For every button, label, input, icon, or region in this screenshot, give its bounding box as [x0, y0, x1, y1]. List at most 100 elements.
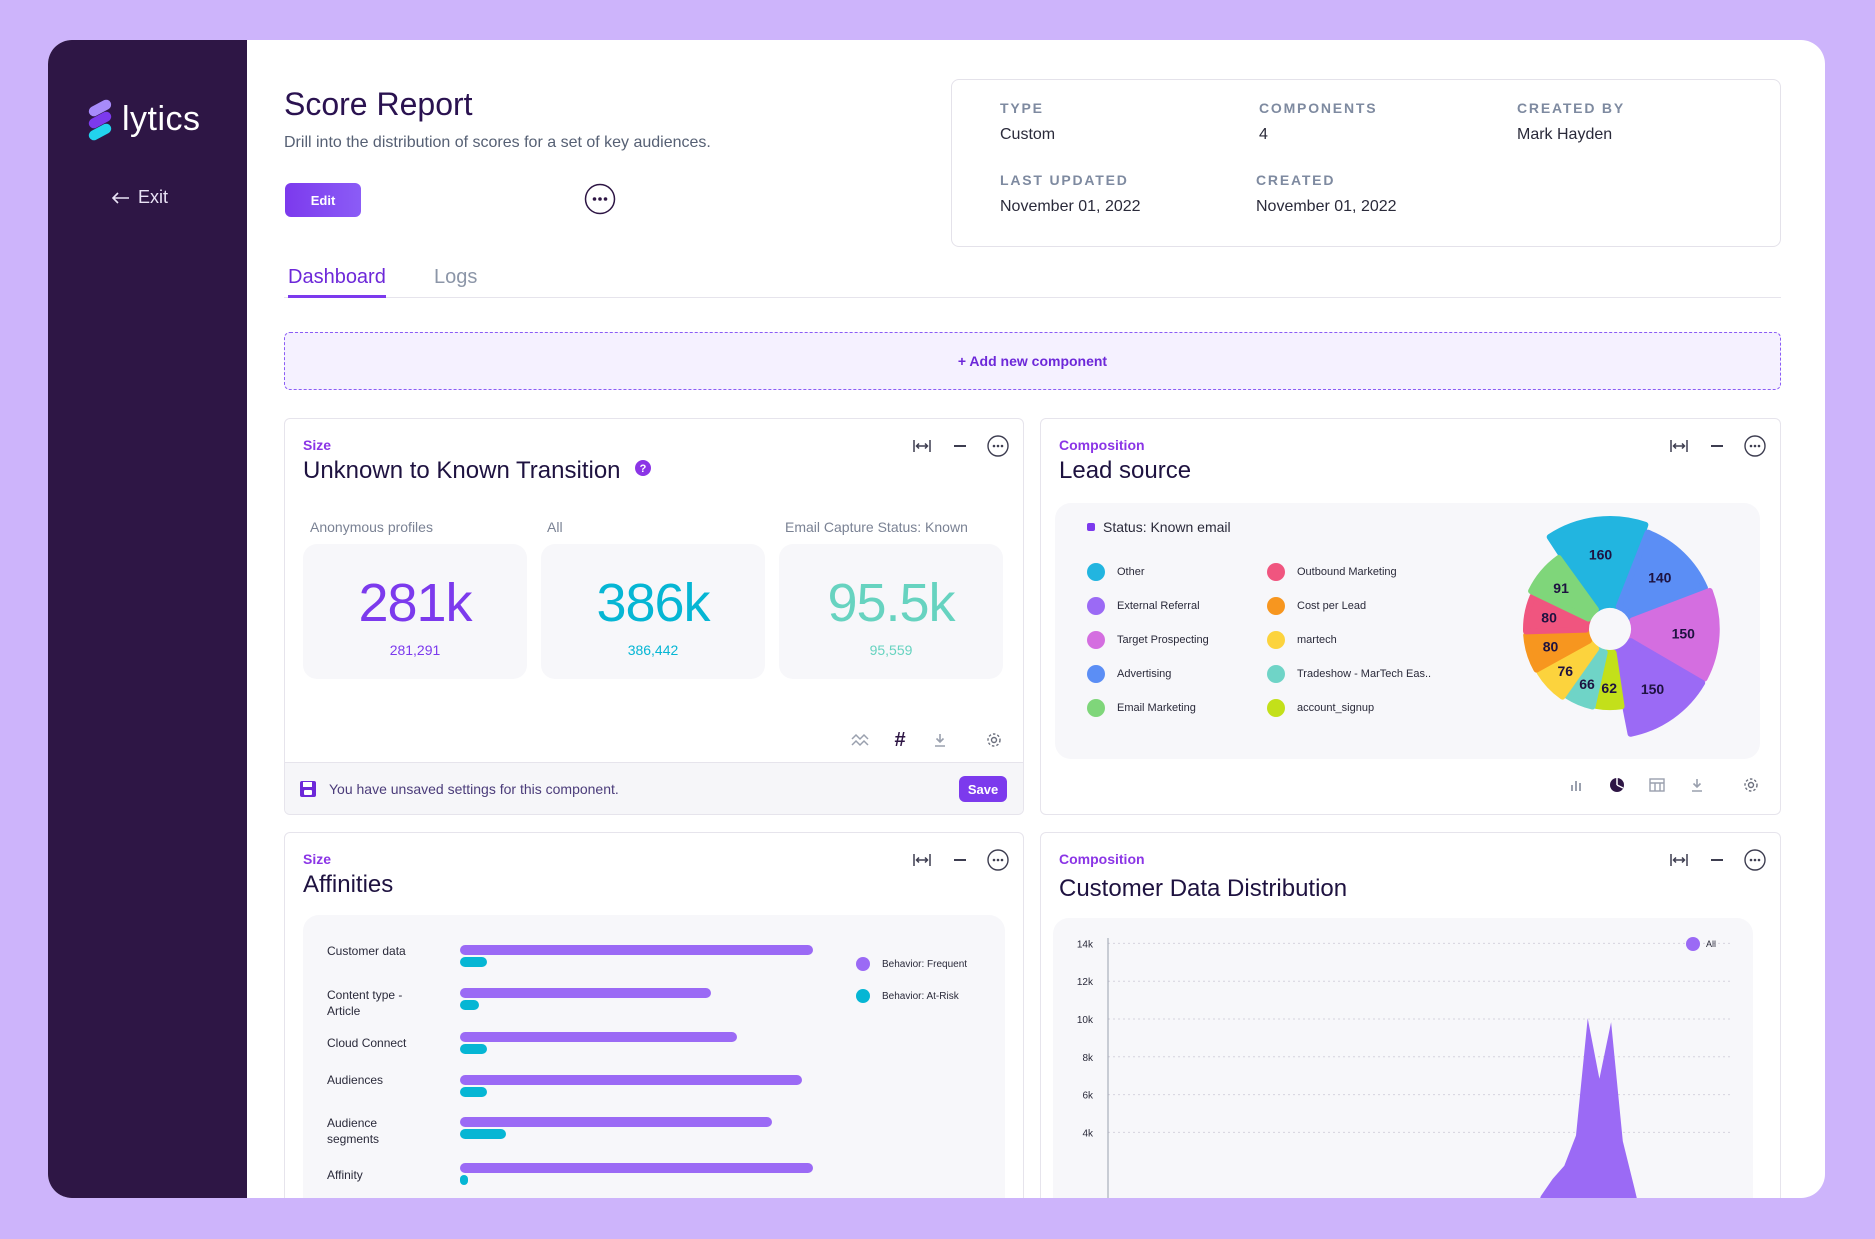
legend-item[interactable]: account_signup [1267, 699, 1374, 717]
card-more-icon[interactable] [987, 849, 1009, 871]
meta-type: TYPE Custom [1000, 100, 1055, 144]
download-icon[interactable] [1686, 774, 1708, 796]
bar-chart-icon[interactable] [1566, 774, 1588, 796]
pie-slice-label: 80 [1541, 609, 1557, 625]
number-icon[interactable]: # [894, 728, 906, 751]
affinity-bar-frequent[interactable] [460, 1032, 738, 1042]
app-frame: lytics Exit Score Report Drill into the … [48, 40, 1825, 1198]
collapse-icon[interactable] [1706, 849, 1728, 871]
affinity-bar-frequent[interactable] [460, 1163, 814, 1173]
affinity-bar-atrisk[interactable] [460, 1129, 506, 1139]
pie-slice[interactable] [1628, 587, 1720, 682]
legend-item[interactable]: Target Prospecting [1087, 631, 1209, 649]
affinity-bar-atrisk[interactable] [460, 1175, 468, 1185]
collapse-icon[interactable] [1706, 435, 1728, 457]
pie-slice[interactable] [1523, 627, 1592, 673]
collapse-icon[interactable] [949, 435, 971, 457]
pie-slice[interactable] [1536, 638, 1600, 700]
legend-dot [1267, 631, 1285, 649]
legend-label: Behavior: Frequent [882, 958, 968, 970]
pie-slice[interactable] [1615, 529, 1708, 623]
legend-item[interactable]: Advertising [1087, 665, 1171, 683]
pie-slice[interactable] [1528, 555, 1599, 622]
pie-slice[interactable] [1564, 646, 1608, 710]
tab-logs[interactable]: Logs [434, 266, 478, 288]
download-icon[interactable] [929, 729, 951, 751]
card-title: Customer Data Distribution [1059, 875, 1348, 902]
legend-item[interactable]: Outbound Marketing [1267, 563, 1397, 581]
lead-source-card: Composition Lead source Status: Known em… [1040, 418, 1781, 815]
legend-dot [1267, 699, 1285, 717]
card-more-icon[interactable] [1744, 849, 1766, 871]
settings-gear-icon[interactable] [1740, 774, 1762, 796]
page-title: Score Report [284, 86, 473, 122]
visualization-switcher [1566, 774, 1762, 796]
help-icon[interactable]: ? [635, 460, 652, 476]
lytics-logo-icon [87, 97, 114, 142]
legend-item[interactable]: Email Marketing [1087, 699, 1196, 717]
pie-slice[interactable] [1593, 649, 1625, 711]
legend-dot [1087, 665, 1105, 683]
pie-slice[interactable] [1611, 638, 1706, 737]
svg-text:?: ? [640, 463, 647, 475]
logo[interactable]: lytics [87, 97, 201, 142]
legend-label: All [1706, 939, 1716, 949]
legend-item[interactable]: martech [1267, 631, 1337, 649]
y-tick-label: 4k [1082, 1128, 1094, 1139]
affinity-bar-frequent[interactable] [460, 1117, 772, 1127]
pie-slice[interactable] [1523, 593, 1591, 635]
y-tick-label: 10k [1077, 1015, 1094, 1026]
trend-icon[interactable] [849, 729, 871, 751]
legend-dot [1267, 597, 1285, 615]
stat-box-all: 386k 386,442 [541, 544, 765, 679]
legend-item[interactable]: Cost per Lead [1267, 597, 1366, 615]
exit-label: Exit [138, 187, 169, 207]
affinity-bar-frequent[interactable] [460, 988, 711, 998]
y-tick-label: 8k [1082, 1053, 1094, 1064]
settings-gear-icon[interactable] [983, 729, 1005, 751]
affinity-bar-atrisk[interactable] [460, 1044, 487, 1054]
edit-button[interactable]: Edit [285, 183, 361, 217]
pie-slice-label: 150 [1641, 681, 1665, 697]
legend-label: Tradeshow - MarTech Eas.. [1297, 668, 1432, 680]
legend-label: Outbound Marketing [1297, 566, 1397, 578]
legend-label: External Referral [1117, 600, 1200, 612]
pie-slice-label: 66 [1579, 676, 1595, 692]
card-more-icon[interactable] [1744, 435, 1766, 457]
pie-slice[interactable] [1546, 516, 1649, 612]
legend-label: martech [1297, 634, 1337, 646]
collapse-icon[interactable] [949, 849, 971, 871]
meta-created-by-label: CREATED BY [1517, 100, 1625, 116]
card-more-icon[interactable] [987, 435, 1009, 457]
y-tick-label: 6k [1082, 1091, 1094, 1102]
lead-source-panel: Status: Known email Other External Referr… [1055, 503, 1760, 759]
tab-dashboard[interactable]: Dashboard [288, 266, 386, 298]
more-options-button[interactable] [584, 183, 616, 215]
affinity-bar-frequent[interactable] [460, 1075, 802, 1085]
affinity-bar-atrisk[interactable] [460, 957, 487, 967]
stat-big-value: 386k [596, 573, 710, 633]
meta-last-updated: LAST UPDATED November 01, 2022 [1000, 172, 1141, 216]
legend-item[interactable]: External Referral [1087, 597, 1200, 615]
exit-button[interactable]: Exit [112, 187, 168, 208]
affinity-label: Customer data [327, 944, 406, 958]
resize-width-icon[interactable] [1668, 435, 1690, 457]
status-filter-label: Status: Known email [1087, 519, 1231, 535]
table-icon[interactable] [1646, 774, 1668, 796]
affinity-bar-frequent[interactable] [460, 945, 814, 955]
resize-width-icon[interactable] [1668, 849, 1690, 871]
pie-chart-icon[interactable] [1606, 774, 1628, 796]
legend-item[interactable]: Other [1087, 563, 1145, 581]
affinity-label: Content type - Article [327, 988, 403, 1018]
area-series-all[interactable] [1108, 1018, 1693, 1198]
affinity-bar-atrisk[interactable] [460, 1000, 479, 1010]
resize-width-icon[interactable] [911, 849, 933, 871]
save-button[interactable]: Save [959, 776, 1007, 802]
meta-type-value: Custom [1000, 126, 1056, 143]
legend-item[interactable]: Tradeshow - MarTech Eas.. [1267, 665, 1431, 683]
add-component-button[interactable]: + Add new component [284, 332, 1781, 390]
affinity-label: Cloud Connect [327, 1036, 407, 1050]
affinity-bar-atrisk[interactable] [460, 1087, 487, 1097]
resize-width-icon[interactable] [911, 435, 933, 457]
legend-item-frequent: Behavior: Frequent [856, 957, 967, 971]
